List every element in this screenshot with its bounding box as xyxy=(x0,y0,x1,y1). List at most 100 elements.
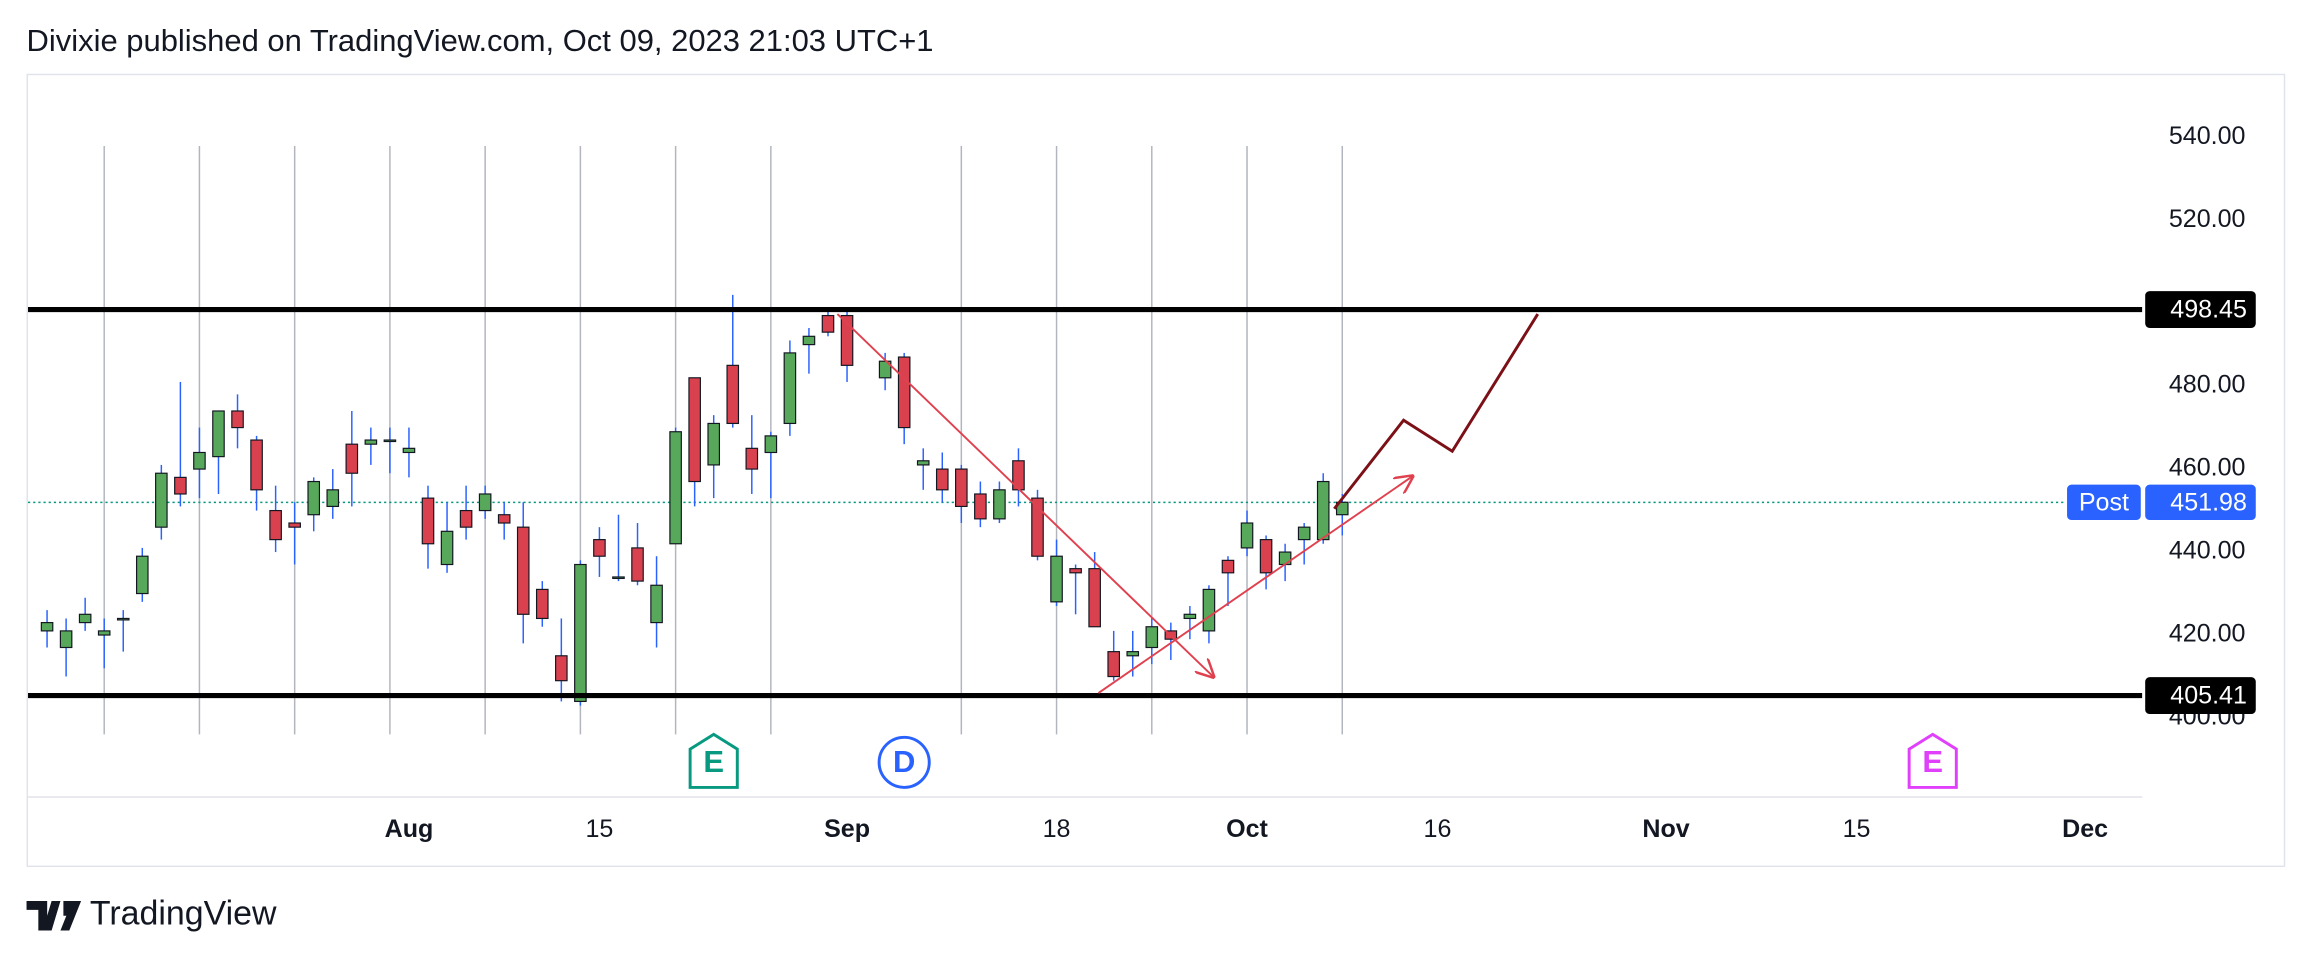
x-tick-label: Sep xyxy=(824,815,870,843)
candle-body xyxy=(764,435,778,454)
candle-body xyxy=(212,410,225,458)
candle-body xyxy=(574,563,587,703)
x-tick-label: Aug xyxy=(385,815,434,843)
candle-body xyxy=(40,622,54,632)
brand-logo xyxy=(26,900,82,931)
candle-body xyxy=(364,439,378,445)
candle-body xyxy=(1316,480,1330,541)
candle-body xyxy=(1221,559,1235,574)
candle-body xyxy=(1145,626,1159,649)
candle-body xyxy=(1107,651,1121,678)
candle-body xyxy=(1126,651,1140,657)
chart-frame xyxy=(26,73,2286,868)
x-tick-label: 18 xyxy=(1043,815,1071,843)
candle-body xyxy=(688,377,701,483)
y-tick-label: 480.00 xyxy=(2169,371,2246,399)
price-label: 451.98 xyxy=(2170,488,2247,516)
candle-body xyxy=(116,617,130,621)
candle-body xyxy=(916,460,930,466)
session-badge xyxy=(2067,484,2141,521)
candle-body xyxy=(326,489,340,508)
candle-body xyxy=(669,431,682,545)
candle-body xyxy=(1240,522,1254,549)
candle-body xyxy=(802,335,816,346)
candle-body xyxy=(402,447,416,454)
drawings xyxy=(836,313,1540,694)
candle-body xyxy=(783,352,797,425)
candle-body xyxy=(155,472,168,528)
x-tick-label: Jul xyxy=(0,815,27,843)
candle-body xyxy=(897,356,911,429)
event-marker xyxy=(688,732,739,789)
projection-path xyxy=(1333,313,1540,510)
candle-body xyxy=(307,480,321,516)
candle-body xyxy=(1183,613,1197,620)
candle-body xyxy=(935,468,949,491)
y-tick-label: 520.00 xyxy=(2169,205,2246,233)
candle-body xyxy=(707,422,721,466)
candle-body xyxy=(1335,501,1349,516)
candle-body xyxy=(650,584,663,624)
y-tick-label: 440.00 xyxy=(2169,537,2246,565)
candle-body xyxy=(726,364,740,425)
candle-body xyxy=(59,630,73,649)
candle-body xyxy=(193,451,206,470)
header: Divixie published on TradingView.com, Oc… xyxy=(27,23,934,58)
candle-body xyxy=(269,509,282,541)
x-tick-label: 15 xyxy=(1843,815,1871,843)
candle-body xyxy=(1259,539,1273,574)
x-tick-label: Nov xyxy=(1642,815,1689,843)
event-label: D xyxy=(893,744,915,779)
session-label: Post xyxy=(2079,488,2129,516)
candle-body xyxy=(1202,588,1216,632)
level-badge xyxy=(2145,291,2256,328)
trend-line xyxy=(1097,476,1412,694)
candle-body xyxy=(1031,497,1044,557)
level-badge xyxy=(2145,677,2256,715)
candle-body xyxy=(516,526,530,615)
candle-body xyxy=(383,439,397,443)
candle-body xyxy=(1278,551,1292,566)
level-label: 498.45 xyxy=(2170,296,2247,324)
x-tick-label: Oct xyxy=(1226,815,1268,843)
candle-body xyxy=(535,588,549,620)
candle-body xyxy=(497,514,511,524)
candle-body xyxy=(1088,568,1101,628)
candle-body xyxy=(555,655,568,682)
candle-body xyxy=(459,509,473,528)
candle-body xyxy=(97,630,111,636)
candle-body xyxy=(593,539,606,557)
candle-body xyxy=(821,314,835,333)
level-label: 405.41 xyxy=(2170,682,2247,710)
candle-body xyxy=(288,522,301,528)
x-tick-label: 15 xyxy=(585,815,613,843)
y-tick-label: 460.00 xyxy=(2169,454,2246,482)
candle-body xyxy=(993,489,1006,520)
candle-body xyxy=(231,410,244,429)
candle-body xyxy=(478,493,492,512)
candle-body xyxy=(840,314,854,366)
candle-body xyxy=(421,497,435,545)
y-tick-label: 420.00 xyxy=(2169,620,2246,648)
trend-line xyxy=(836,313,1213,677)
price-badge xyxy=(2145,484,2256,521)
x-tick-label: 16 xyxy=(1424,815,1452,843)
price-axis: 400.00420.00440.00460.00480.00520.00540.… xyxy=(2067,122,2256,731)
y-tick-label: 540.00 xyxy=(2169,122,2246,150)
event-marker xyxy=(1907,732,1958,789)
candle-body xyxy=(1297,526,1311,541)
candle-body xyxy=(745,447,759,470)
event-marker xyxy=(877,735,931,789)
candle-body xyxy=(250,439,263,491)
candle-body xyxy=(345,443,359,474)
candle-body xyxy=(174,476,187,495)
candle-body xyxy=(612,576,625,580)
x-tick-label: Dec xyxy=(2062,815,2108,843)
candle-body xyxy=(78,613,92,624)
event-label: E xyxy=(703,744,724,779)
candle-body xyxy=(955,468,968,508)
event-label: E xyxy=(1922,744,1943,779)
candle-body xyxy=(631,547,644,582)
